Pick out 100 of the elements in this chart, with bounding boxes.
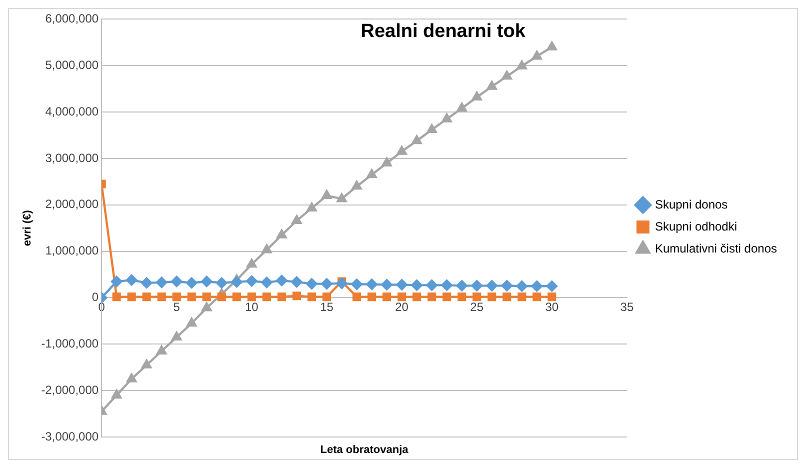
point [292,215,302,224]
point [307,292,316,302]
x-tick-label: 10 [245,300,259,314]
point [126,274,138,286]
point [262,292,271,302]
y-tick-label: 3,000,000 [45,150,99,165]
y-tick-label: -2,000,000 [41,382,99,397]
point [306,202,317,212]
point [172,292,181,302]
point [396,146,407,155]
point [141,277,152,288]
point [321,278,332,290]
point [412,292,422,302]
point [231,276,242,288]
point [336,193,347,202]
point [201,276,212,288]
point [471,280,482,292]
x-tick-label: 25 [470,300,484,314]
point [202,292,211,302]
point [472,292,482,302]
point [382,292,392,302]
point [426,280,438,291]
point [292,292,301,300]
y-tick-label: -1,000,000 [41,336,99,350]
point [412,135,422,144]
point [171,276,182,288]
point [532,50,542,60]
point [442,113,452,122]
y-axis-title: evri (€) [22,210,34,246]
point [157,292,166,302]
point [396,279,408,290]
point [441,280,452,291]
point [546,280,558,292]
point [366,169,377,178]
point [366,278,378,290]
x-tick-label: 20 [395,300,409,314]
point [501,280,512,292]
y-tick-label: 0 [92,290,99,304]
point [291,276,302,288]
point [488,292,496,302]
point [486,280,498,292]
point [442,292,452,302]
point [516,280,528,292]
point [246,258,257,268]
point [306,278,318,290]
point [186,318,197,327]
point [156,346,167,354]
point [426,124,437,134]
point [336,278,348,289]
point [502,70,512,80]
point [112,292,121,302]
point [142,292,151,302]
point [367,292,376,302]
point [186,277,198,288]
point [247,292,256,302]
point [277,292,286,302]
point [232,292,241,302]
point [381,279,392,290]
point [456,280,468,292]
point [246,275,258,287]
point [472,92,482,101]
point [532,292,542,302]
point [322,190,332,199]
point [112,390,122,399]
point [156,276,168,288]
point [216,277,228,288]
point [458,292,466,302]
point [411,280,422,291]
point [276,274,288,286]
point [110,276,122,288]
point [352,292,362,302]
point [127,292,136,302]
point [548,292,556,302]
point [172,332,182,341]
point [351,278,362,290]
point [276,229,287,238]
point [262,244,272,254]
point [398,292,406,302]
y-tick-label: 2,000,000 [45,197,99,212]
point [382,158,392,166]
chart-title: Realni denarni tok [360,21,526,42]
point [322,292,332,302]
point [531,280,542,292]
point [187,292,196,302]
point [352,180,362,190]
point [202,302,212,312]
x-tick-label: 5 [173,300,180,314]
point [518,292,526,302]
point [502,292,512,302]
point [486,80,497,90]
point [261,276,272,288]
point [546,41,557,50]
legend-label: Skupni donos [654,197,728,212]
x-tick-label: 15 [320,300,334,314]
y-tick-label: 6,000,000 [45,12,99,26]
legend-label: Kumulativni čisti donos [654,241,778,256]
x-axis-title: Leta obratovanja [320,444,410,456]
legend-label: Skupni odhodki [654,219,738,234]
x-tick-label: 35 [620,300,634,314]
y-tick-label: 1,000,000 [45,244,99,258]
